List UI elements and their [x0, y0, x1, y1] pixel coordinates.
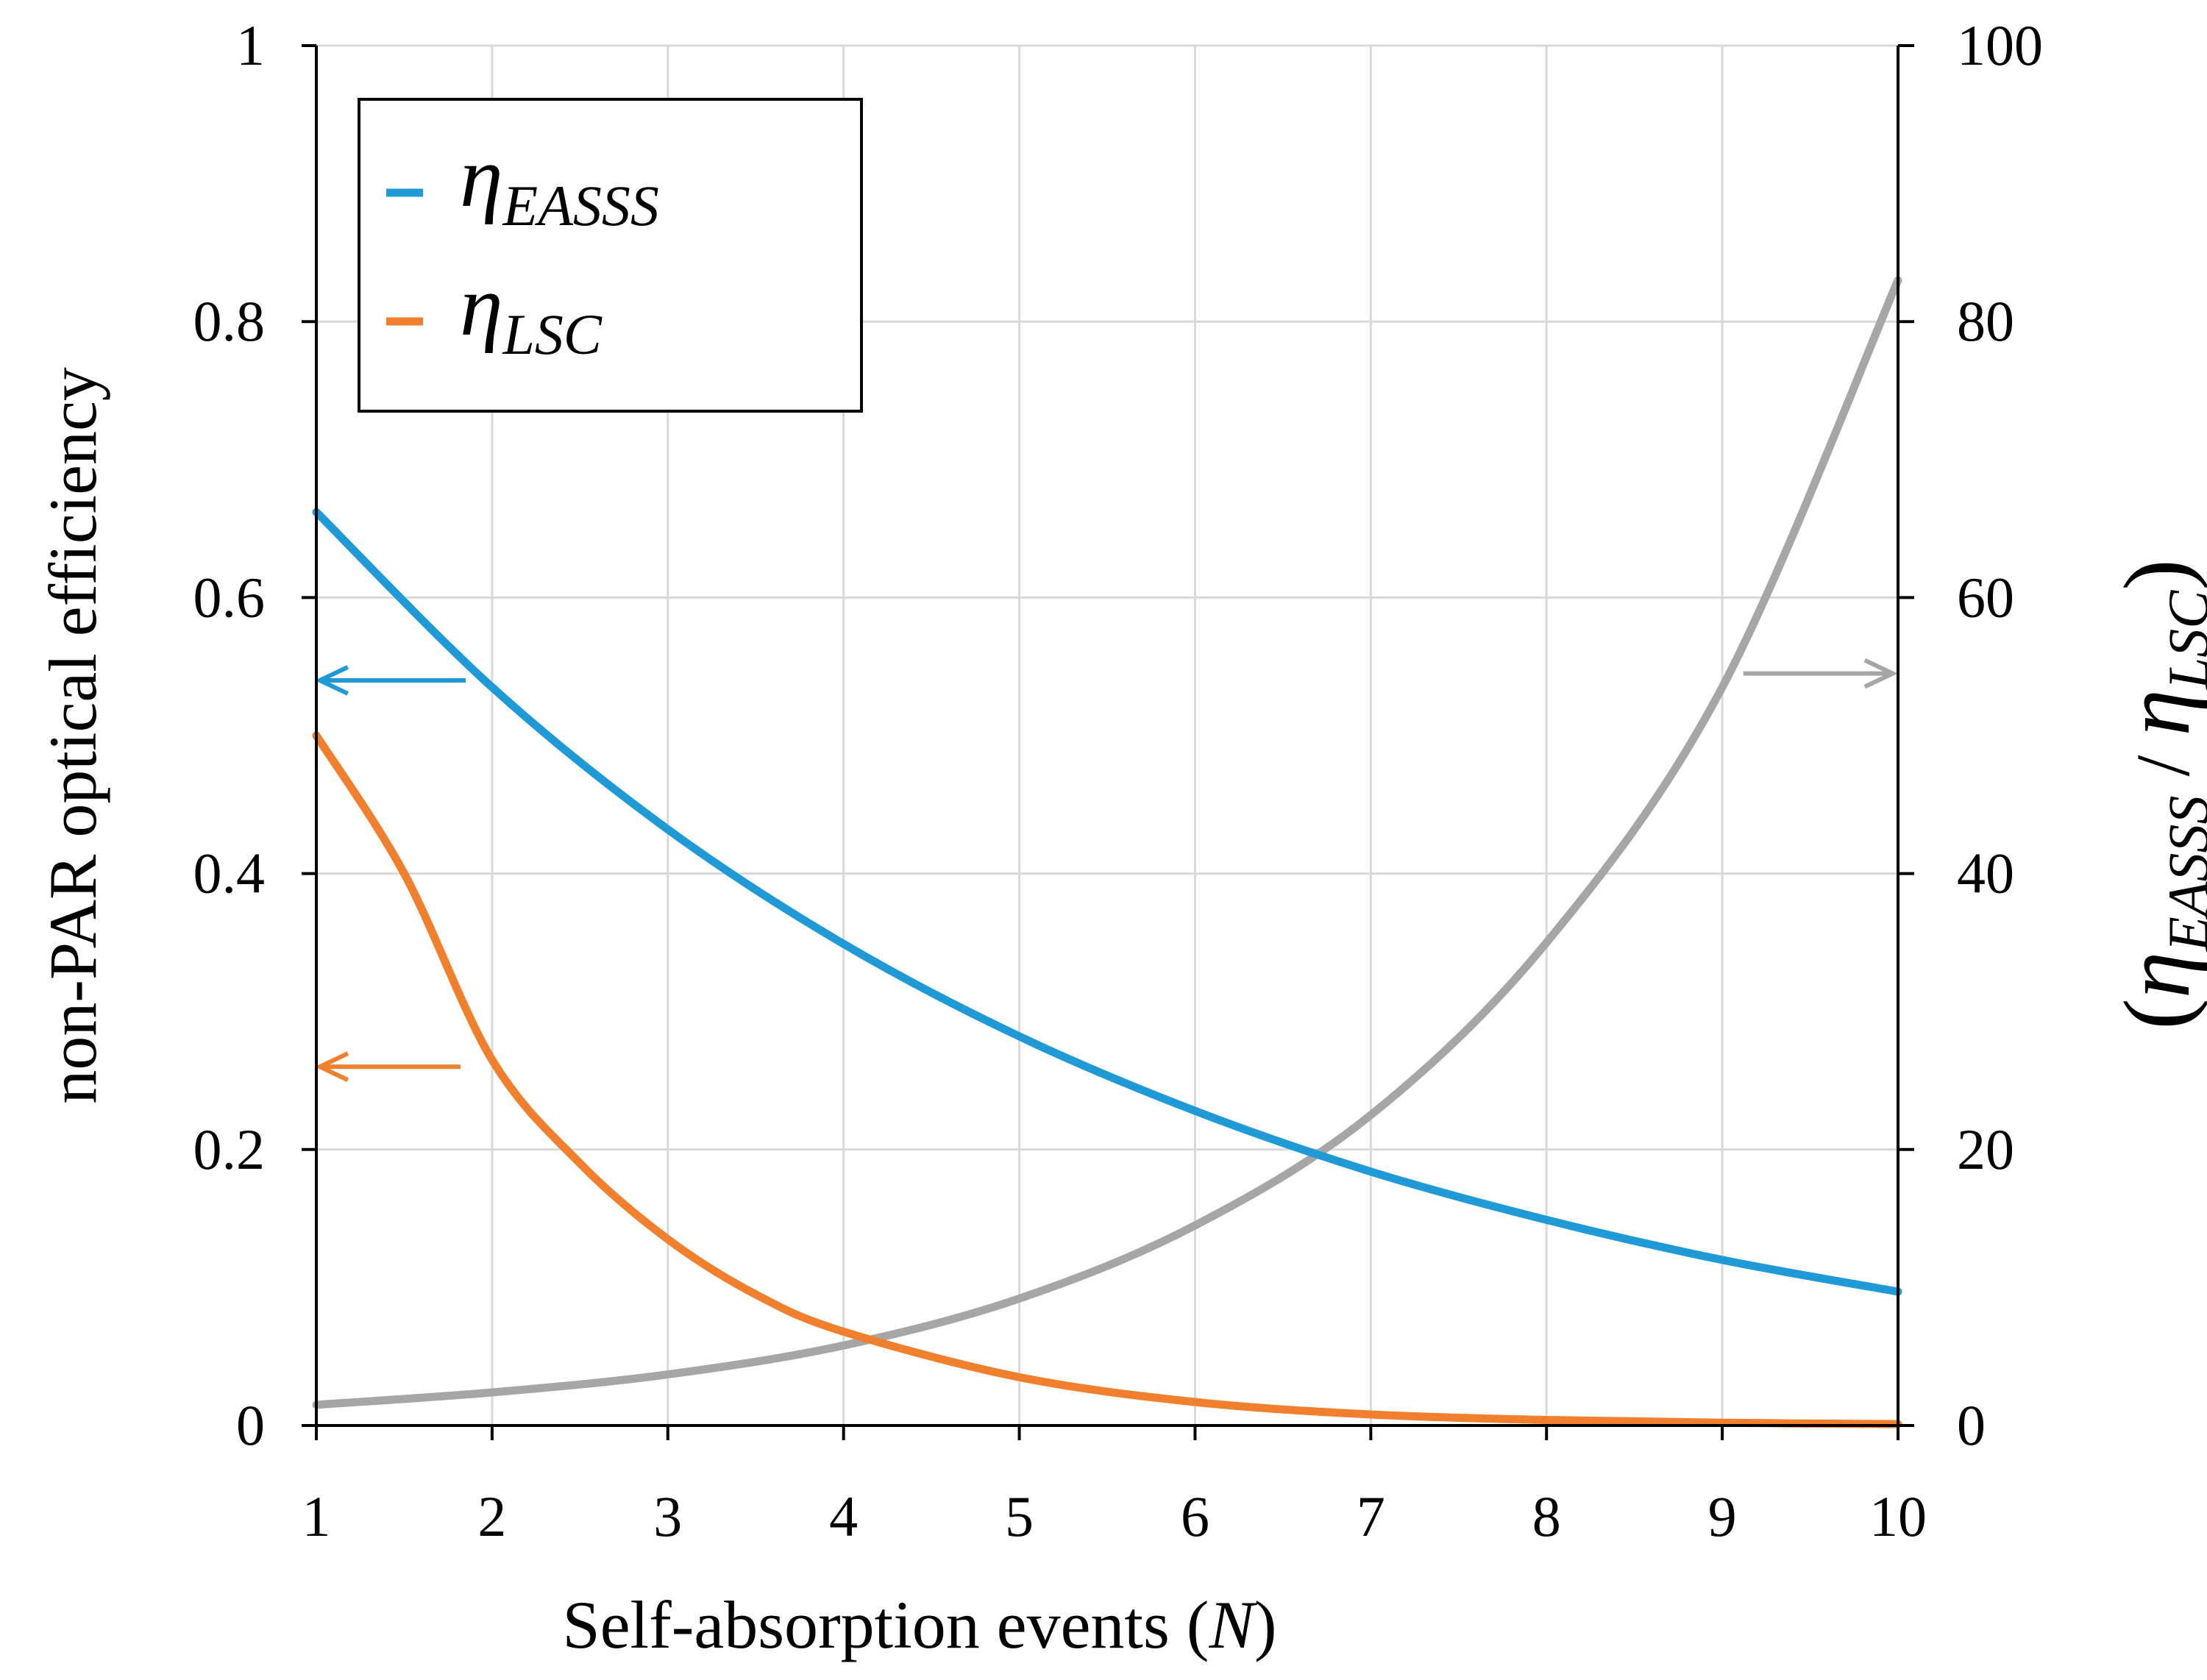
- y-left-tick-label-4: 0.6: [193, 565, 266, 629]
- y-right-tick-label-4: 60: [1957, 565, 2014, 629]
- legend-eta-eassss: η: [460, 129, 503, 225]
- x-tick-label-9: 9: [1708, 1484, 1737, 1548]
- x-tick-label-3: 3: [653, 1484, 682, 1548]
- x-tick-label-10: 10: [1869, 1484, 1927, 1548]
- arrow-head-2: [314, 1051, 349, 1082]
- legend-sub-eassss: EASSS: [502, 174, 659, 238]
- y-left-tick-label-2: 0.2: [193, 1117, 266, 1181]
- x-tick-label-4: 4: [829, 1484, 858, 1548]
- y-left-tick-label-6: 1: [236, 13, 265, 77]
- x-tick-label-7: 7: [1357, 1484, 1385, 1548]
- legend: ηEASSS ηLSC: [358, 98, 863, 413]
- series-line-ratio: [312, 276, 1902, 1409]
- x-tick-label-2: 2: [477, 1484, 506, 1548]
- x-axis-title: Self-absorption events (N): [563, 1587, 1277, 1662]
- y-right-tick-label-1: 0: [1957, 1393, 1986, 1457]
- legend-label-eassss: ηEASSS: [460, 129, 659, 238]
- x-axis-title-close: ): [1254, 1587, 1277, 1662]
- right-title-eta-1: η: [2105, 952, 2207, 999]
- arrow-annotation-1: [314, 665, 466, 696]
- y-axis-title-left: non-PAR optical efficiency: [35, 367, 110, 1104]
- right-title-eta-2: η: [2105, 689, 2207, 736]
- legend-box: [358, 98, 863, 413]
- y-right-tick-label-2: 20: [1957, 1117, 2014, 1181]
- y-right-tick-label-5: 80: [1957, 289, 2014, 353]
- series-line-eassss: [312, 508, 1902, 1296]
- axes: [302, 44, 1914, 1440]
- x-tick-label-8: 8: [1532, 1484, 1561, 1548]
- legend-sub-lsc: LSC: [502, 302, 603, 366]
- x-axis-title-text: Self-absorption events (: [563, 1587, 1209, 1662]
- y-left-tick-label-5: 0.8: [193, 289, 266, 353]
- x-tick-label-6: 6: [1181, 1484, 1209, 1548]
- legend-eta-lsc: η: [460, 257, 503, 354]
- x-axis-title-var: N: [1208, 1587, 1257, 1662]
- y-left-tick-label-3: 0.4: [193, 841, 266, 905]
- right-title-sub-2: LSC: [2156, 590, 2207, 690]
- arrow-annotations: [314, 658, 1898, 1082]
- right-title-sub-1: EASSS: [2156, 796, 2207, 953]
- right-title-slash: /: [2121, 736, 2206, 796]
- y-axis-title-right: (ηEASSS / ηLSC): [2105, 559, 2207, 1030]
- arrow-annotation-3: [1743, 658, 1898, 689]
- y-left-tick-label-1: 0: [236, 1393, 265, 1457]
- y-right-tick-label-6: 100: [1957, 13, 2043, 77]
- right-title-open-paren: (: [2105, 998, 2207, 1030]
- x-tick-label-5: 5: [1005, 1484, 1034, 1548]
- series-line-lsc: [312, 731, 1902, 1428]
- arrow-head-3: [1863, 658, 1898, 689]
- y-right-tick-label-3: 40: [1957, 841, 2014, 905]
- right-title-close-paren: ): [2105, 559, 2207, 591]
- series-lines: [312, 276, 1902, 1428]
- x-tick-label-1: 1: [302, 1484, 331, 1548]
- legend-label-lsc: ηLSC: [460, 257, 603, 366]
- arrow-head-1: [314, 665, 349, 696]
- arrow-annotation-2: [314, 1051, 461, 1082]
